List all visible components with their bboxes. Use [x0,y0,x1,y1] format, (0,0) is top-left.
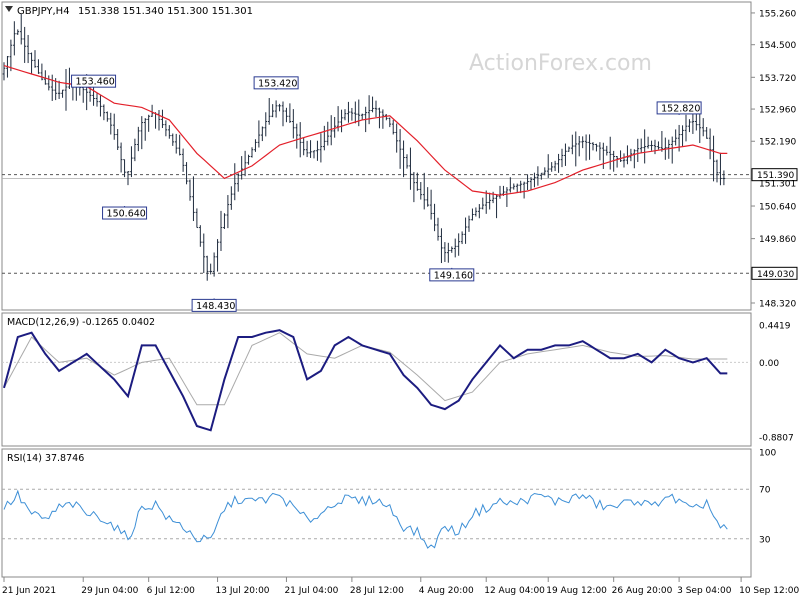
macd-signal-line [3,332,728,406]
macd-y-tick-label: -0.8807 [759,434,794,444]
price-y-tick-label: 152.960 [759,106,796,116]
annotation-box [191,298,237,312]
macd-y-tick-label: 0.00 [759,359,779,369]
level-label: 151.390 [757,171,794,181]
x-tick-label: 6 Jul 12:00 [147,586,196,596]
price-y-tick-label: 155.260 [759,9,796,19]
level-label-box [751,168,798,182]
x-tick-label: 4 Aug 20:00 [419,586,474,596]
x-tick-label: 13 Jul 20:00 [216,586,270,596]
candles-layer [2,13,726,281]
x-tick-label: 12 Aug 04:00 [484,586,545,596]
price-panel-frame [1,1,752,311]
x-tick-label: 28 Jul 12:00 [350,586,404,596]
price-y-tick-label: 148.320 [759,299,796,309]
current-price-label: 151.301 [759,179,796,189]
annotation-label: 152.820 [661,103,700,114]
rsi-panel-frame [1,448,752,578]
level-label-box [751,266,798,280]
annotation-box [253,76,299,90]
x-tick-label: 29 Jun 04:00 [81,586,138,596]
annotation-box [656,101,702,115]
macd-y-tick-label: 0.4419 [759,321,791,331]
x-tick-label: 26 Aug 20:00 [612,586,673,596]
rsi-line [3,489,728,549]
annotation-label: 153.420 [258,78,297,89]
macd-title: MACD(12,26,9) -0.1265 0.0402 [7,317,155,328]
guide-lines-layer [2,174,751,540]
indicator-lines-layer [3,65,728,549]
axis-layer: 155.260 154.500 153.720 152.960 152.190 150.6… [2,9,799,596]
macd-panel-frame [1,312,752,447]
rsi-y-tick-label: 30 [759,535,771,545]
annotation-box [71,74,117,88]
moving-average-line [3,65,728,196]
annotation-box [102,206,148,220]
macd-line [3,329,728,432]
rsi-title: RSI(14) 37.8746 [7,453,84,464]
price-y-tick-label: 149.860 [759,235,796,245]
annotation-label: 148.430 [196,301,235,312]
symbol-header: GBPJPY,H4 [17,6,70,17]
annotation-label: 149.160 [434,270,473,281]
x-tick-label: 21 Jun 2021 [2,586,56,596]
rsi-y-tick-label: 100 [759,449,776,459]
x-tick-label: 19 Aug 12:00 [546,586,607,596]
annotation-box [429,268,475,282]
x-tick-label: 21 Jul 04:00 [284,586,338,596]
price-y-tick-label: 154.500 [759,41,796,51]
labels-layer: 151.390 149.030 151.301 153.460 150.640 148.4… [71,74,798,312]
price-y-tick-label: 152.190 [759,138,796,148]
symbol-dropdown-icon[interactable] [5,6,13,12]
price-y-tick-label: 150.640 [759,203,796,213]
x-tick-label: 3 Sep 04:00 [677,586,732,596]
price-y-tick-label: 153.720 [759,74,796,84]
level-label: 149.030 [757,270,794,280]
annotation-label: 153.460 [76,77,115,88]
ohlc-header: 151.338 151.340 151.300 151.301 [78,6,253,17]
rsi-y-tick-label: 70 [759,486,771,496]
watermark: ActionForex.com [469,51,652,76]
annotation-label: 150.640 [107,209,146,220]
x-tick-label: 10 Sep 12:00 [739,586,799,596]
